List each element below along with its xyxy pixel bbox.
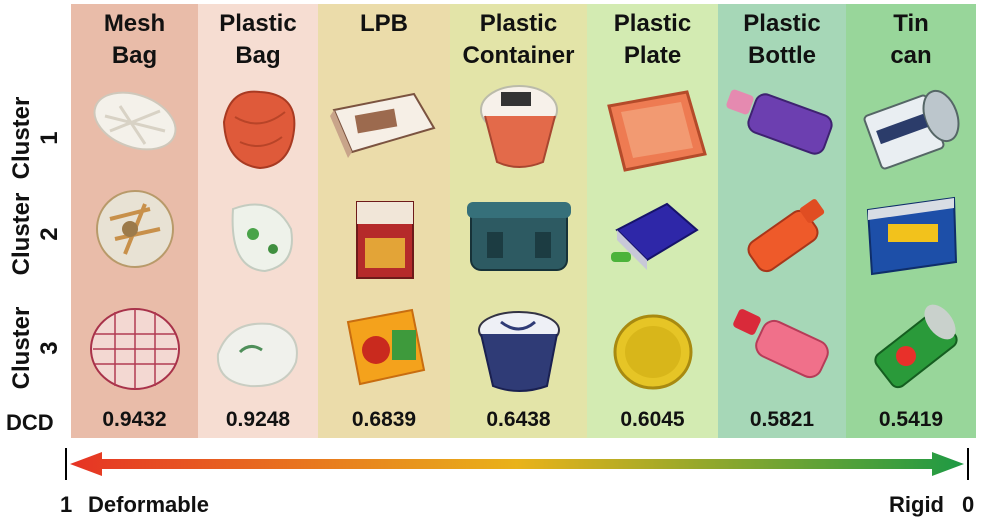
column-plastic-bag: Plastic Bag 0.9248 [198, 4, 318, 438]
milk-carton-icon [330, 92, 436, 158]
column-title: Plastic Bag [219, 10, 297, 69]
row-label-cluster-3: Cluster 3 [8, 306, 63, 390]
column-title: Mesh Bag [103, 10, 166, 69]
column-mesh-bag: Mesh Bag 0.9432 [71, 4, 198, 438]
plastic-bag-red-icon [222, 90, 296, 170]
dcd-value: 0.6438 [486, 408, 551, 431]
row-label-cluster-2: Cluster 2 [8, 192, 63, 276]
dcd-value: 0.9432 [102, 408, 167, 431]
column-plastic-bottle: Plastic Bottle 0.5821 [718, 4, 846, 438]
column-lpb: LPB 0.6839 [318, 4, 450, 438]
coconut-can-icon [863, 89, 960, 170]
column-title: Tin can [890, 10, 932, 69]
dcd-value: 0.9248 [225, 408, 291, 431]
mesh-bag-white-icon [93, 91, 176, 151]
plastic-bag-recycle-icon [216, 322, 298, 388]
mesh-bag-red-net-icon [89, 308, 180, 390]
dcd-value: 0.6839 [351, 408, 417, 431]
dcd-label: DCD [6, 410, 54, 435]
dcd-value: 0.5419 [878, 408, 944, 431]
yogurt-cup-icon [477, 311, 560, 392]
orange-bottle-icon [747, 199, 825, 273]
mesh-bag-mixed-icon [95, 190, 174, 268]
spam-can-icon [866, 196, 958, 276]
column-title: LPB [360, 10, 408, 37]
scale-left-text: Deformable [88, 492, 210, 517]
column-tin-can: Tin can 0.5419 [846, 4, 976, 438]
column-plastic-container: Plastic Container 0.6438 [450, 4, 587, 438]
row-label-cluster-1: Cluster 1 [8, 96, 63, 180]
stock-carton-icon [356, 201, 414, 279]
yellow-lid-icon [613, 314, 692, 390]
lunch-box-icon [466, 202, 571, 271]
scale-right-text: Rigid [889, 492, 944, 517]
column-title: Plastic Container [462, 10, 575, 69]
dcd-value: 0.5821 [749, 408, 815, 431]
dcd-value: 0.6045 [620, 408, 685, 431]
pink-bottle-icon [733, 309, 829, 379]
scale-right-number: 0 [962, 492, 975, 517]
column-title: Plastic Plate [613, 10, 692, 69]
column-title: Plastic Bottle [743, 10, 821, 69]
column-plastic-plate: Plastic Plate 0.6045 [587, 4, 718, 438]
purple-bottle-icon [726, 89, 833, 155]
jelly-cup-icon [479, 85, 558, 168]
plastic-bag-white-icon [231, 203, 293, 273]
juice-carton-icon [346, 308, 426, 386]
blue-lid-container-icon [610, 202, 699, 270]
scale-left-number: 1 [60, 492, 73, 517]
orange-tray-icon [606, 90, 707, 172]
soda-can-icon [874, 304, 958, 389]
deformability-scale-arrow [65, 448, 969, 480]
